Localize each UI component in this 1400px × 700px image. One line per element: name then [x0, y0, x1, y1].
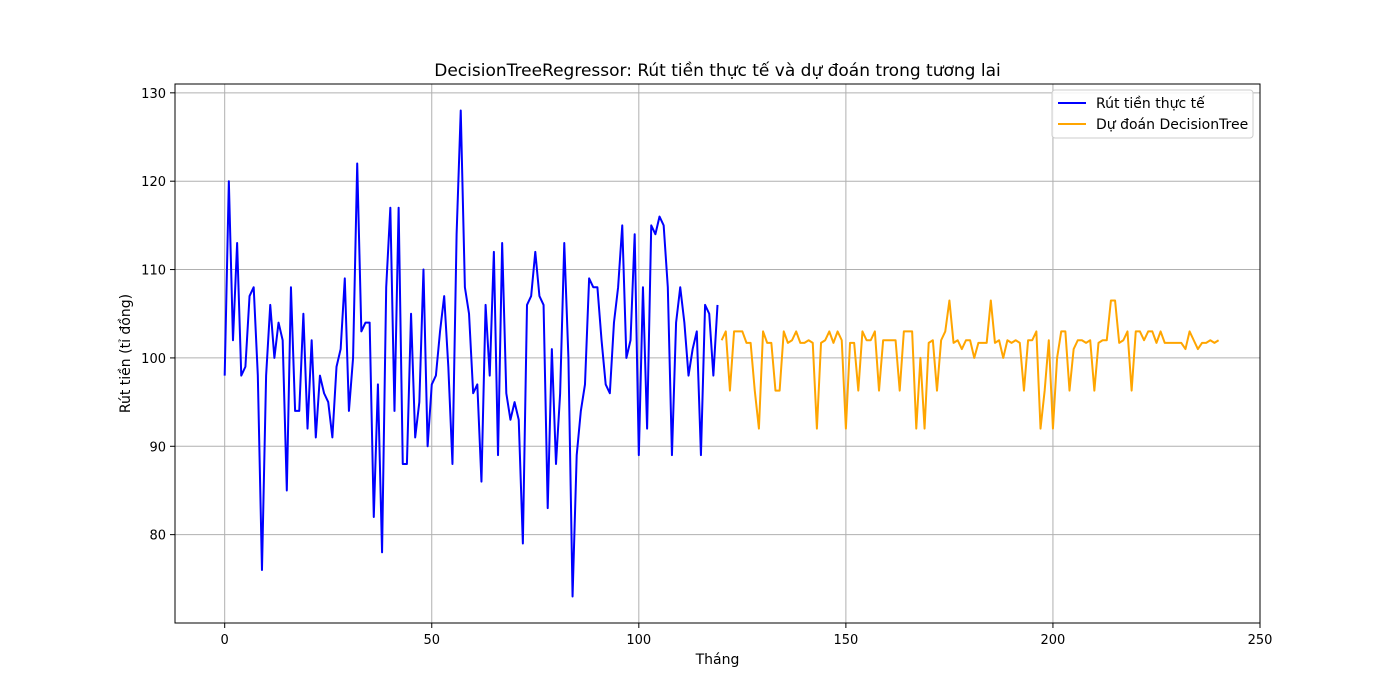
legend-box [1051, 89, 1254, 139]
x-tick-label: 50 [423, 633, 440, 648]
x-tick-label: 200 [1041, 633, 1066, 648]
y-tick-label: 90 [149, 440, 166, 455]
y-tick-label: 110 [141, 264, 166, 279]
legend-label-actual: Rút tiền thực tế [1096, 95, 1205, 112]
plot-frame [174, 83, 1261, 624]
y-tick-label: 120 [141, 175, 166, 190]
y-tick-label: 130 [141, 87, 166, 102]
legend: Rút tiền thực tế Dự đoán DecisionTree [1051, 89, 1254, 139]
series-line-forecast [720, 299, 1220, 430]
x-tick-label: 250 [1248, 633, 1273, 648]
x-axis-label: Tháng [695, 652, 740, 668]
chart-title: DecisionTreeRegressor: Rút tiền thực tế … [434, 60, 1000, 81]
y-tick-label: 100 [141, 352, 166, 367]
x-tick-label: 0 [221, 633, 229, 648]
legend-label-forecast: Dự đoán DecisionTree [1096, 117, 1248, 133]
x-tick-label: 100 [626, 633, 651, 648]
y-tick-label: 80 [149, 529, 166, 544]
axis-ticks: 0 50 100 150 200 250 80 90 100 110 120 130 [141, 87, 1272, 648]
y-axis-label: Rút tiền (tỉ đồng) [117, 294, 134, 413]
series-line-actual [223, 109, 719, 598]
series-lines [223, 109, 1220, 598]
x-tick-label: 150 [833, 633, 858, 648]
grid [175, 84, 1261, 623]
